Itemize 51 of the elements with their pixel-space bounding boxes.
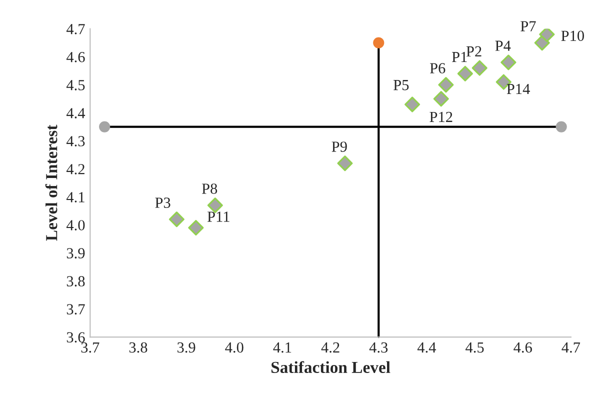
y-tick-label: 4.0 [66,220,85,230]
x-tick-label: 4.6 [514,342,532,353]
x-tick-label: 4.5 [466,342,484,353]
x-tick-label: 3.9 [177,342,196,353]
x-axis-title: Satifaction Level [271,361,390,374]
data-label: P12 [430,112,452,122]
y-tick-label: 3.7 [66,304,85,315]
point [99,121,110,132]
y-tick-label: 4.6 [66,52,85,62]
data-label: P6 [430,63,446,74]
x-tick-label: 4.7 [562,342,580,353]
x-tick-label: 4.1 [273,342,292,353]
data-label: P2 [466,46,482,56]
data-label: P3 [155,198,170,208]
point [168,212,184,228]
x-tick-label: 3.7 [81,342,100,353]
y-tick-label: 4.7 [66,24,85,34]
x-tick-label: 4.2 [321,342,340,353]
data-label: P10 [561,30,584,41]
data-label: P7 [520,21,536,32]
x-tick-label: 3.8 [129,342,148,353]
y-tick-label: 3.9 [66,248,85,258]
point [404,96,420,112]
data-label: P9 [332,142,347,152]
data-label: P8 [202,184,218,194]
x-tick-label: 4.3 [369,342,388,353]
y-tick-label: 4.2 [66,164,84,174]
data-label: P11 [207,212,230,222]
point [433,91,449,107]
x-tick-label: 4.4 [417,342,436,353]
point [188,220,204,236]
y-tick-label: 4.1 [66,192,84,202]
data-label: P4 [495,40,511,51]
point [539,28,555,42]
data-label: P1 [452,52,467,62]
data-label: P5 [394,80,409,90]
data-label: P14 [506,84,530,94]
point [472,60,488,76]
y-tick-label: 3.8 [66,276,85,286]
x-tick-label: 4.0 [225,342,244,353]
point [373,37,384,48]
point [438,77,454,93]
y-tick-label: 4.3 [66,136,85,146]
y-tick-label: 3.6 [66,332,85,343]
y-tick-label: 4.4 [66,108,86,118]
point [337,156,353,172]
y-tick-label: 4.5 [66,80,85,90]
point [500,54,516,70]
point [457,66,473,82]
y-axis-title: Level of Interest [45,124,58,241]
point [556,121,567,132]
